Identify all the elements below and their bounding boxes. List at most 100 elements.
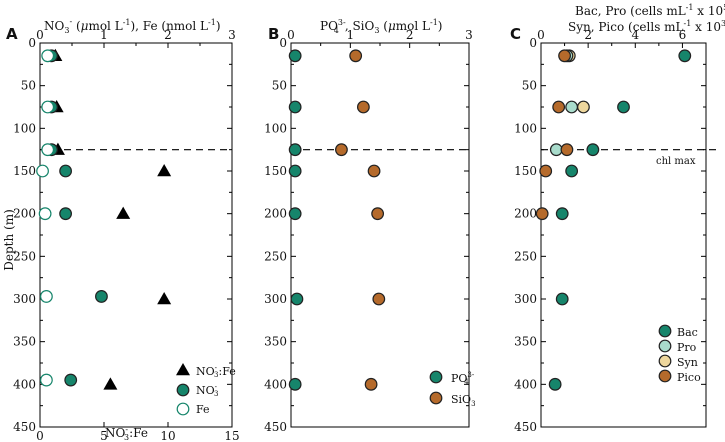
y-axis-title: Depth (m)	[2, 209, 16, 271]
y-tick-label-c: 0	[529, 36, 537, 50]
panel-letter-c: C	[510, 25, 521, 43]
fe-point	[38, 207, 52, 221]
phosphate-point	[288, 49, 302, 63]
plot-frame-b	[290, 42, 470, 428]
silicate-point	[364, 377, 378, 391]
y-tick-label-a: 250	[13, 249, 36, 263]
x-tick-label-top-b: 3	[465, 28, 473, 42]
x-tick-label-top-a: 0	[36, 28, 44, 42]
legend-c-marker-pico	[658, 369, 672, 383]
y-tick-label-b: 150	[264, 164, 287, 178]
y-tick-label-a: 300	[13, 292, 36, 306]
phosphate-point	[288, 164, 302, 178]
legend-b-label-sio3: SiO3	[451, 393, 476, 408]
silicate-point	[349, 49, 363, 63]
y-tick-label-c: 450	[514, 420, 537, 434]
legend-b-marker-sio3	[429, 391, 443, 405]
x-tick-label-bottom-a: 0	[36, 429, 44, 442]
bac-point	[555, 207, 569, 221]
y-tick-label-a: 0	[28, 36, 36, 50]
phosphate-point	[288, 207, 302, 221]
panel-a-bottom-title: NO-3:Fe	[105, 425, 148, 442]
legend-a: NO-3:Fe NO-3 Fe	[176, 363, 236, 416]
nitrate-point	[95, 290, 108, 303]
silicate-point	[372, 292, 386, 306]
y-tick-label-b: 450	[264, 420, 287, 434]
silicate-point	[367, 164, 381, 178]
pro-point	[565, 100, 579, 114]
y-tick-label-c: 250	[514, 249, 537, 263]
legend-c: Bac Pro Syn Pico	[658, 324, 701, 384]
pro-point	[549, 143, 563, 157]
panel-a-top-title: NO3- (μmol L-1), Fe (nmol L-1)	[44, 17, 221, 35]
x-tick-label-top-c: 0	[537, 28, 545, 42]
x-tick-label-top-c: 6	[679, 28, 687, 42]
phosphate-point	[288, 377, 302, 391]
ratio-point	[103, 377, 118, 390]
panel-c: 0 50 100 150 200 250 300 350 400 450 0 2 4 6	[514, 28, 718, 434]
y-tick-label-b: 0	[279, 36, 287, 50]
x-tick-label-top-c: 4	[631, 28, 639, 42]
y-tick-label-a: 400	[13, 377, 36, 391]
y-tick-label-c: 50	[522, 79, 537, 93]
bac-point	[586, 143, 600, 157]
legend-a-marker-no3	[176, 383, 190, 397]
fe-point	[40, 373, 53, 387]
x-tick-label-top-b: 0	[287, 28, 295, 42]
y-tick-label-a: 350	[13, 335, 36, 349]
fe-point	[41, 100, 55, 114]
plot-frame-c	[540, 42, 707, 428]
legend-c-marker-bac	[658, 324, 672, 338]
y-tick-label-b: 50	[272, 79, 287, 93]
y-tick-label-a: 50	[21, 79, 36, 93]
x-tick-label-top-a: 3	[228, 28, 236, 42]
x-tick-label-top-c: 2	[584, 28, 592, 42]
y-tick-label-b: 100	[264, 121, 287, 135]
y-tick-label-c: 150	[514, 164, 537, 178]
legend-a-label-no3: NO-3	[196, 383, 219, 398]
fe-point	[36, 164, 49, 178]
x-tick-label-bottom-a: 15	[224, 429, 239, 442]
legend-a-label-fe: Fe	[196, 403, 210, 416]
y-tick-label-b: 300	[264, 292, 287, 306]
pico-point	[558, 49, 571, 63]
x-tick-label-top-b: 1	[347, 28, 355, 42]
x-tick-label-bottom-a: 5	[100, 429, 108, 442]
ratio-point	[157, 292, 172, 305]
pico-point	[539, 164, 553, 178]
panel-c-top-title-1: Bac, Pro (cells mL-1 x 105)	[575, 3, 725, 18]
legend-c-marker-syn	[658, 354, 672, 368]
y-tick-label-a: 150	[13, 164, 36, 178]
panel-letter-a: A	[6, 25, 18, 43]
x-tick-label-bottom-a: 10	[160, 429, 175, 442]
legend-b-label-po4: PO3-4	[451, 371, 475, 386]
x-tick-label-top-a: 1	[100, 28, 108, 42]
legend-c-label-bac: Bac	[677, 326, 698, 339]
y-tick-label-b: 250	[264, 249, 287, 263]
y-tick-label-c: 400	[514, 377, 537, 391]
chl-max-label: chl max	[656, 156, 696, 167]
x-tick-label-top-a: 2	[164, 28, 172, 42]
legend-c-label-syn: Syn	[677, 356, 698, 369]
pico-point	[560, 143, 574, 157]
legend-a-marker-ratio	[176, 363, 190, 376]
y-tick-label-a: 200	[13, 207, 36, 221]
panel-letter-b: B	[268, 25, 279, 43]
y-tick-label-b: 200	[264, 207, 287, 221]
ratio-point	[116, 206, 131, 219]
syn-point	[577, 100, 590, 114]
phosphate-point	[288, 143, 302, 157]
pico-point	[552, 100, 566, 114]
legend-c-marker-pro	[658, 339, 672, 353]
pico-point	[535, 207, 549, 221]
nitrate-point	[64, 373, 78, 387]
bac-point	[565, 164, 579, 178]
panel-b-top-title: PO3-4, SiO3 (μmol L-1)	[320, 18, 442, 35]
phosphate-point	[290, 292, 304, 306]
legend-a-label-ratio: NO-3:Fe	[196, 364, 236, 379]
fe-point	[41, 143, 55, 157]
fe-point	[40, 290, 53, 303]
nitrate-point	[59, 207, 72, 221]
fe-point	[41, 49, 55, 63]
